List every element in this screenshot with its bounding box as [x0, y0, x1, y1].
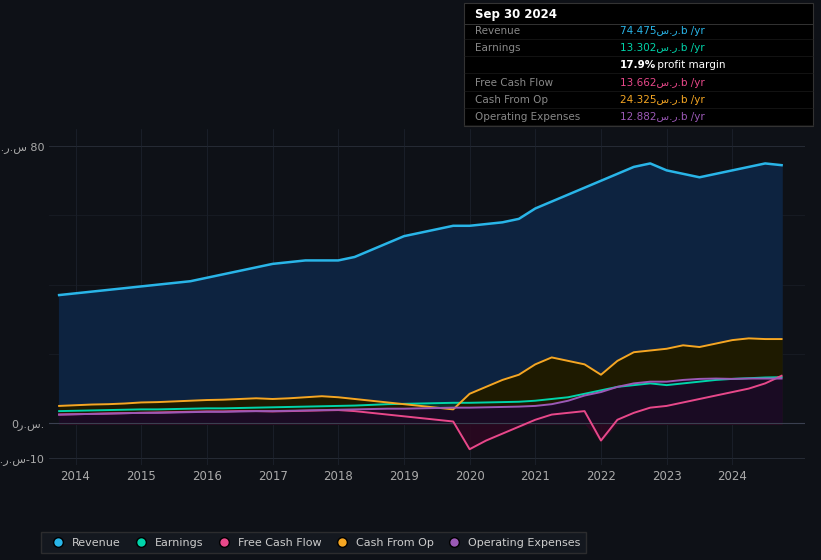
Text: 17.9%: 17.9% — [620, 60, 656, 71]
Text: 13.302س.ر.b /yr: 13.302س.ر.b /yr — [620, 43, 704, 53]
Text: 13.662س.ر.b /yr: 13.662س.ر.b /yr — [620, 78, 704, 88]
Text: Cash From Op: Cash From Op — [475, 95, 548, 105]
Text: Operating Expenses: Operating Expenses — [475, 113, 580, 123]
Text: 12.882س.ر.b /yr: 12.882س.ر.b /yr — [620, 113, 704, 123]
Text: 74.475س.ر.b /yr: 74.475س.ر.b /yr — [620, 26, 704, 36]
Text: profit margin: profit margin — [654, 60, 726, 71]
Text: Revenue: Revenue — [475, 26, 520, 36]
Text: Earnings: Earnings — [475, 43, 520, 53]
Legend: Revenue, Earnings, Free Cash Flow, Cash From Op, Operating Expenses: Revenue, Earnings, Free Cash Flow, Cash … — [41, 532, 586, 553]
Text: Free Cash Flow: Free Cash Flow — [475, 78, 553, 88]
Text: 24.325س.ر.b /yr: 24.325س.ر.b /yr — [620, 95, 704, 105]
Text: Sep 30 2024: Sep 30 2024 — [475, 8, 557, 21]
